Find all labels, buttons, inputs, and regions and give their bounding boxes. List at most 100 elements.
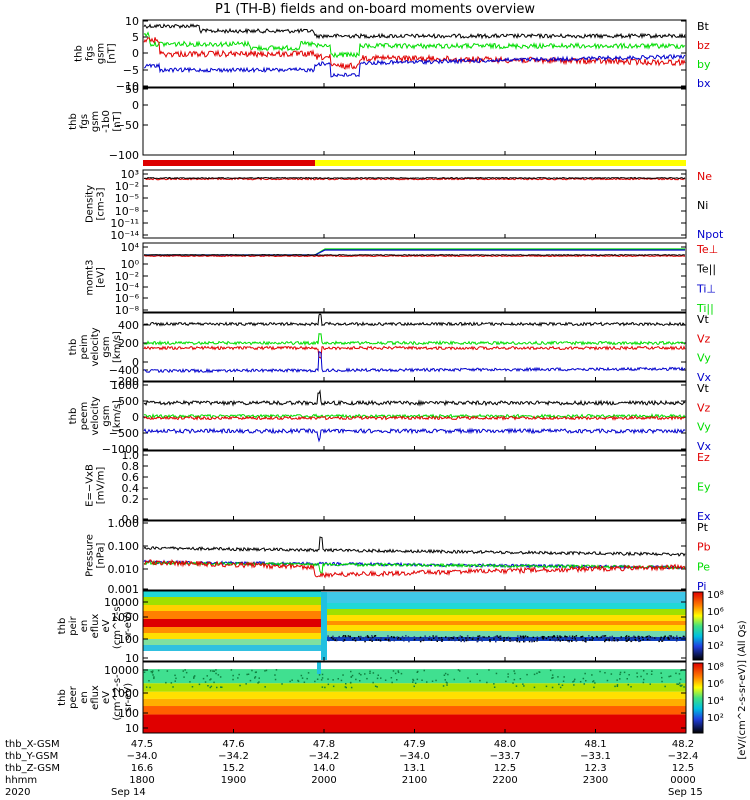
x-tick-hhmm: 1900 [221,775,246,786]
y-tick-label: 100 [118,707,139,720]
y-tick-label: 5 [132,31,139,44]
panel-frame-temperature [142,242,687,313]
series-pt [143,536,686,557]
x-tick-x-gsm: 47.5 [131,739,153,750]
date-end: Sep 15 [668,787,703,798]
y-tick-label: 0 [132,99,139,112]
series-vt [143,313,686,327]
series-vx-e [143,427,686,443]
legend-te||: Te|| [696,263,716,276]
x-tick-hhmm: 2200 [492,775,517,786]
x-tick-y-gsm: −34.0 [127,751,158,762]
colorbar-tick-label: 10⁴ [707,624,724,635]
colorbar-tick-label: 10⁸ [707,590,724,601]
x-tick-x-gsm: 47.8 [313,739,335,750]
y-tick-label: 10 [125,652,139,665]
y-tick-label: 10⁻⁴ [115,281,140,294]
series-vz [143,345,686,360]
legend-ti⊥: Ti⊥ [696,282,716,295]
y-tick-label: 1.000 [108,517,140,530]
x-tick-hhmm: 2300 [583,775,608,786]
panel-frame-efield [142,450,687,521]
y-tick-label: 200 [118,337,139,350]
legend-pb: Pb [697,541,711,554]
colorbar-tick-label: 10⁸ [707,662,724,673]
y-axis-label: thbpeemvelocitygsm[km/s] [68,396,123,435]
y-tick-label: −100 [109,149,139,162]
series-pb [143,559,686,579]
colorbar-tick-label: 10⁴ [707,696,724,707]
y-tick-label: 10³ [121,168,139,181]
series-tiperp [144,249,685,256]
colorbar-tick-label: 10⁶ [707,679,724,690]
legend-by: by [697,58,711,71]
x-tick-y-gsm: −34.0 [399,751,430,762]
x-tick-hhmm: 2100 [402,775,427,786]
x-tick-z-gsm: 12.3 [584,763,606,774]
y-tick-label: 0.0 [122,513,140,526]
x-tick-z-gsm: 12.5 [672,763,694,774]
x-row-label: thb_Z-GSM [5,763,60,774]
series-vy [143,333,686,346]
legend-pe: Pe [697,560,710,573]
x-tick-y-gsm: −34.2 [218,751,249,762]
legend-vz: Vz [697,401,711,414]
legend-vz: Vz [697,332,711,345]
y-axis-label: thbpeimvelocitygsm[km/s] [68,327,123,366]
y-tick-label: 0.4 [122,482,140,495]
y-tick-label: 10⁻⁸ [115,304,140,317]
series-teperp [143,254,686,258]
y-tick-label: 0 [132,411,139,424]
series-tepar [143,253,686,257]
y-tick-label: −500 [109,427,139,440]
spectrogram-peir [143,591,686,660]
legend-npot: Npot [697,228,724,241]
legend-ne: Ne [697,170,712,183]
legend-ey: Ey [697,481,711,494]
page-title: P1 (TH-B) fields and on-board moments ov… [215,2,535,17]
panel-frame-fgs-gsm-btotal [142,87,687,156]
y-axis-label: momt3[eV] [85,260,107,296]
legend-vt: Vt [697,313,710,326]
y-tick-label: 10⁻⁶ [115,292,140,305]
series-vt-e [143,389,686,407]
legend-ni: Ni [697,199,708,212]
y-tick-label: 50 [125,83,139,96]
legend-ti||: Ti|| [696,302,714,315]
y-tick-label: 10⁻⁵ [115,192,139,205]
colorbar-frame [692,591,704,661]
x-row-label: thb_Y-GSM [5,751,58,762]
x-tick-z-gsm: 13.1 [403,763,425,774]
x-tick-x-gsm: 48.2 [672,739,694,750]
legend-bx: bx [697,77,711,90]
x-tick-y-gsm: −32.4 [668,751,699,762]
legend-te⊥: Te⊥ [696,243,718,256]
legend-vx: Vx [697,440,712,453]
y-tick-label: 10⁴ [121,241,140,254]
series-ni [143,176,686,180]
legend-ex: Ex [697,510,711,523]
y-tick-label: 1.0 [122,449,140,462]
panel-frame-density [142,169,687,239]
y-tick-label: 0.2 [122,493,140,506]
x-tick-y-gsm: −34.2 [309,751,340,762]
y-tick-label: 10 [125,722,139,735]
y-tick-label: −50 [116,119,139,132]
x-tick-hhmm: 2000 [311,775,336,786]
y-tick-label: 0.8 [122,460,140,473]
y-tick-label: −5 [123,64,139,77]
y-tick-label: −400 [109,364,139,377]
x-tick-x-gsm: 48.0 [494,739,516,750]
y-tick-label: 100 [118,633,139,646]
colorbar-peir [693,592,703,660]
x-tick-z-gsm: 15.2 [222,763,244,774]
y-tick-label: 10⁻¹¹ [110,217,139,230]
y-tick-label: 1000 [111,611,139,624]
series-vx [143,351,686,374]
legend-vy: Vy [697,421,711,434]
y-tick-label: 1000 [111,687,139,700]
colorbar-tick-label: 10² [707,641,724,652]
legend-bt: Bt [697,20,710,33]
